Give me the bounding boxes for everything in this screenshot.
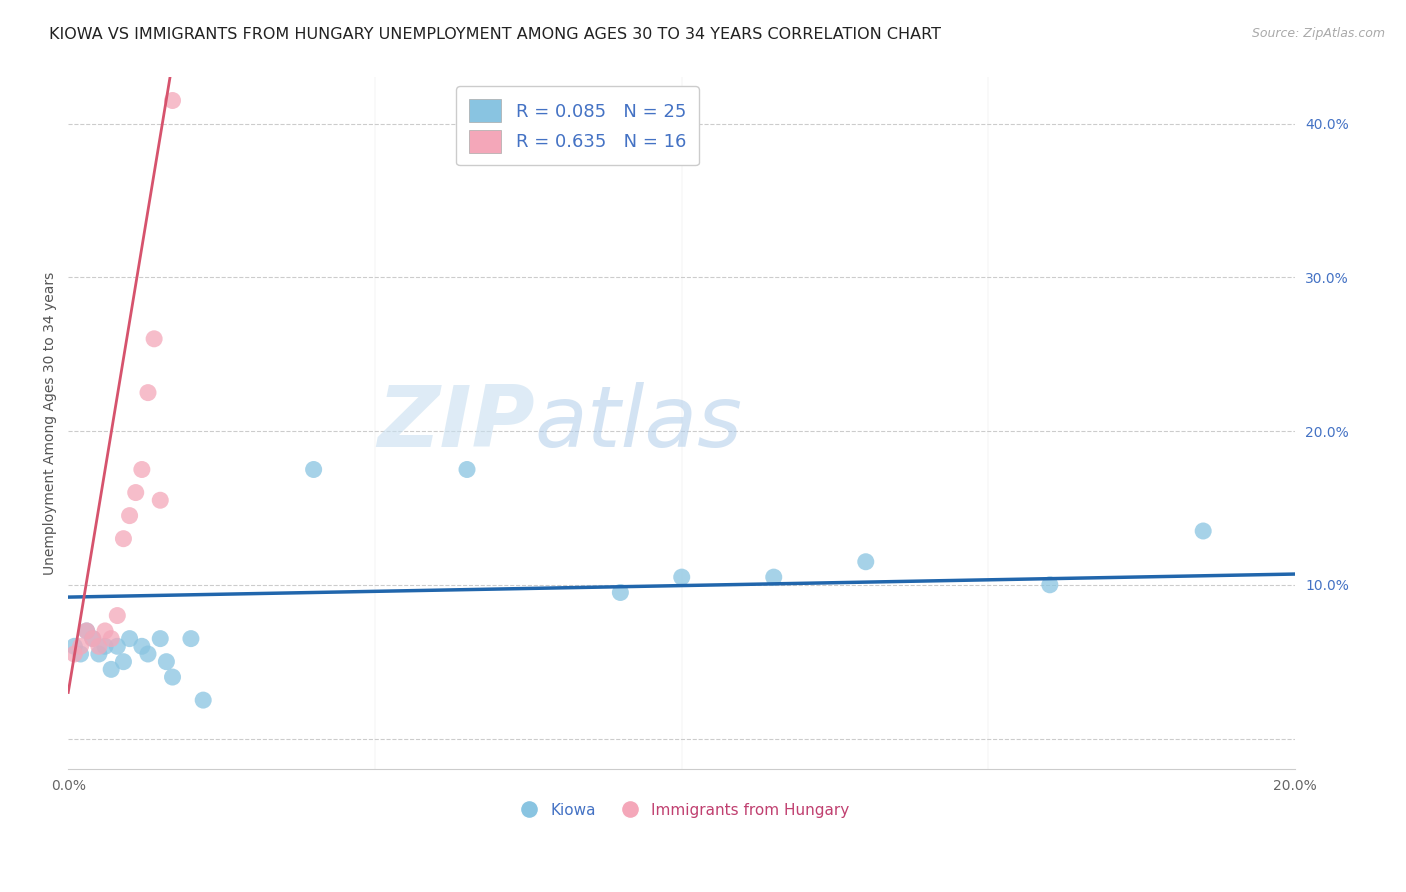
- Point: [76, 624, 98, 638]
- Y-axis label: Unemployment Among Ages 30 to 34 years: Unemployment Among Ages 30 to 34 years: [44, 272, 58, 575]
- Point: [69, 647, 91, 661]
- Point: [136, 385, 159, 400]
- Point: [302, 462, 325, 476]
- Point: [87, 640, 110, 654]
- Point: [82, 632, 104, 646]
- Point: [131, 462, 153, 476]
- Point: [112, 532, 135, 546]
- Legend: Kiowa, Immigrants from Hungary: Kiowa, Immigrants from Hungary: [508, 797, 855, 824]
- Point: [671, 570, 693, 584]
- Point: [762, 570, 785, 584]
- Point: [63, 647, 86, 661]
- Point: [155, 655, 177, 669]
- Point: [609, 585, 631, 599]
- Point: [149, 632, 172, 646]
- Point: [94, 640, 117, 654]
- Point: [82, 632, 104, 646]
- Point: [125, 485, 148, 500]
- Point: [63, 640, 86, 654]
- Point: [94, 624, 117, 638]
- Point: [87, 647, 110, 661]
- Text: ZIP: ZIP: [377, 382, 534, 465]
- Point: [100, 632, 122, 646]
- Point: [112, 655, 135, 669]
- Point: [100, 662, 122, 676]
- Text: atlas: atlas: [534, 382, 742, 465]
- Point: [456, 462, 478, 476]
- Point: [136, 647, 159, 661]
- Point: [855, 555, 877, 569]
- Point: [162, 94, 184, 108]
- Point: [76, 624, 98, 638]
- Point: [118, 508, 141, 523]
- Point: [1039, 578, 1062, 592]
- Text: KIOWA VS IMMIGRANTS FROM HUNGARY UNEMPLOYMENT AMONG AGES 30 TO 34 YEARS CORRELAT: KIOWA VS IMMIGRANTS FROM HUNGARY UNEMPLO…: [49, 27, 941, 42]
- Point: [143, 332, 166, 346]
- Text: Source: ZipAtlas.com: Source: ZipAtlas.com: [1251, 27, 1385, 40]
- Point: [131, 640, 153, 654]
- Point: [105, 608, 128, 623]
- Point: [118, 632, 141, 646]
- Point: [1192, 524, 1215, 538]
- Point: [180, 632, 202, 646]
- Point: [105, 640, 128, 654]
- Point: [149, 493, 172, 508]
- Point: [162, 670, 184, 684]
- Point: [69, 640, 91, 654]
- Point: [193, 693, 215, 707]
